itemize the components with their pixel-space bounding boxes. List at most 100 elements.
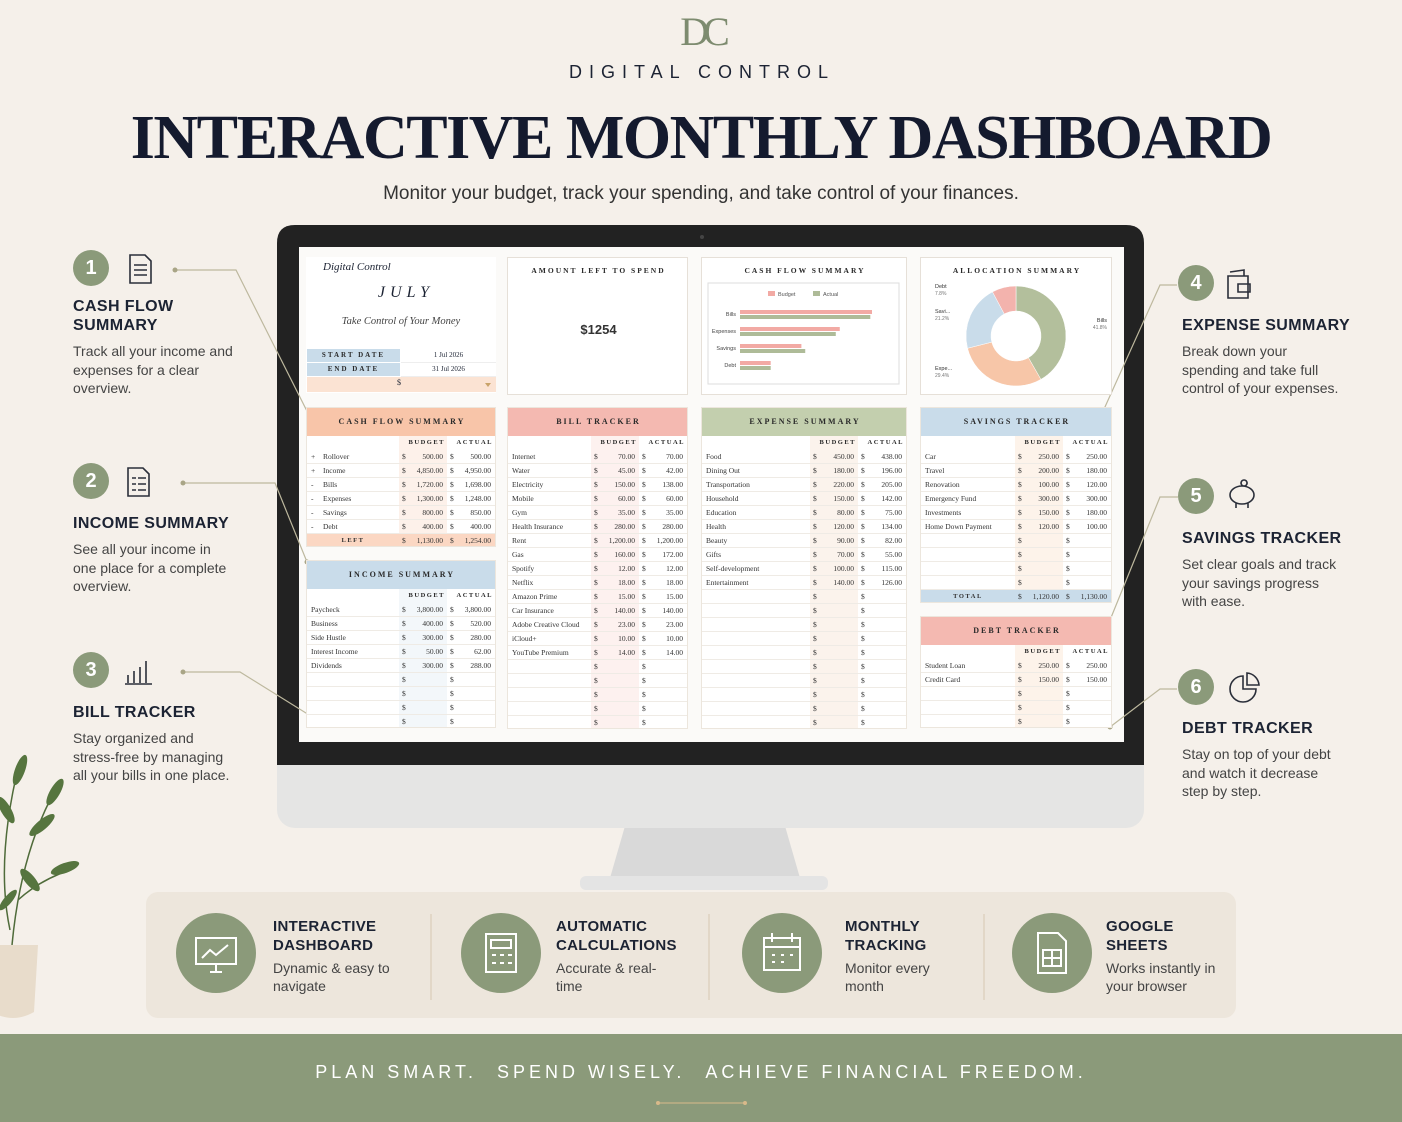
currency-sign: $ [450,619,454,628]
camera [700,235,704,239]
row-label: Food [706,452,722,461]
bar [740,344,802,348]
table-row: Health Insurance 280.00 280.00 $ $ [508,520,687,534]
currency-sign: $ [642,522,646,531]
currency-sign: $ [402,717,406,726]
connector [175,269,323,442]
tracker-panel: BILL TRACKER BUDGET ACTUAL Internet 70.00 70.… [507,407,688,729]
row-budget: 150.00 [833,494,854,503]
row-actual: 1,698.00 [464,480,491,489]
table-row: Gas 160.00 172.00 $ $ [508,548,687,562]
row-budget: 120.00 [1038,522,1059,531]
currency-sign: $ [1066,508,1070,517]
row-actual: 288.00 [470,661,491,670]
row-budget: 400.00 [422,522,443,531]
table-row: Travel 200.00 180.00 $ $ [921,464,1111,478]
currency-sign: $ [861,606,865,615]
table-row: - Debt 400.00 400.00 $ $ [307,520,495,534]
table-row: Business 400.00 520.00 $ $ [307,617,495,631]
currency-sign: $ [1018,452,1022,461]
currency-sign: $ [1018,480,1022,489]
icon-calculator [485,933,517,973]
currency-sign: $ [450,717,454,726]
row-sign: - [311,494,314,503]
currency: $ [397,378,401,387]
donut-slice [967,341,1042,387]
row-actual: 180.00 [1086,466,1107,475]
row-actual: 300.00 [1086,494,1107,503]
leaf [0,889,17,911]
currency-sign: $ [450,466,454,475]
dash-tagline: Take Control of Your Money [341,316,461,327]
row-actual: 438.00 [881,452,902,461]
tracker-panel: SAVINGS TRACKER BUDGET ACTUAL Car 250.00 250.… [920,407,1112,603]
bar [740,349,806,353]
table-row: Dividends 300.00 288.00 $ $ [307,659,495,673]
currency-sign: $ [594,606,598,615]
feature-title: EXPENSE SUMMARY [1182,317,1351,334]
currency-sign: $ [642,606,646,615]
currency-sign: $ [642,564,646,573]
currency-sign: $ [402,466,406,475]
category-label: Expenses [712,329,736,335]
row-actual: 70.00 [666,452,683,461]
row-actual: 1,254.00 [464,536,491,545]
dot [180,669,186,675]
table-row: Credit Card 150.00 150.00 $ $ [921,673,1111,687]
currency-sign: $ [1066,675,1070,684]
row-actual: 100.00 [1086,522,1107,531]
bar [740,310,872,314]
currency-sign: $ [594,578,598,587]
row-label: Internet [512,452,536,461]
currency-sign: $ [1066,550,1070,559]
category-label: Bills [726,312,736,318]
row-budget: 3,800.00 [416,605,443,614]
row-budget: 60.00 [618,494,635,503]
row-label: Credit Card [925,675,961,684]
table-row: Education 80.00 75.00 $ $ [702,506,906,520]
benefits-bar [146,892,1236,1018]
row-budget: 35.00 [618,508,635,517]
row-label: Electricity [512,480,544,489]
table-row: Transportation 220.00 205.00 $ $ [702,478,906,492]
benefit-title: AUTOMATIC CALCULATIONS [556,918,677,954]
currency-sign: $ [861,578,865,587]
connectors [175,269,1178,728]
row-label: Dining Out [706,466,740,475]
blank-row: $ $ [307,701,495,715]
currency-sign: $ [861,704,865,713]
feature-description: Track all your income and expenses for a… [73,343,233,396]
currency-sign: $ [594,634,598,643]
row-budget: 140.00 [614,606,635,615]
row-actual: 520.00 [470,619,491,628]
row-label: Expenses [323,494,352,503]
blank-row: $ $ [702,674,906,688]
table-row: Emergency Fund 300.00 300.00 $ $ [921,492,1111,506]
feature-number: 3 [73,652,109,688]
column-header: ACTUAL [867,439,904,446]
row-label: Emergency Fund [925,494,977,503]
currency-sign: $ [861,508,865,517]
icon-piggy [1229,479,1255,508]
currency-sign: $ [402,647,406,656]
panel-header: INCOME SUMMARY [307,561,495,589]
currency-sign: $ [861,662,865,671]
table-row: Health 120.00 134.00 $ $ [702,520,906,534]
currency-sign: $ [1018,689,1022,698]
currency-select[interactable]: $ [307,377,496,392]
feature-number: 1 [73,250,109,286]
end-label: END DATE [307,363,400,376]
currency-sign: $ [861,592,865,601]
currency-sign: $ [642,508,646,517]
currency-sign: $ [813,466,817,475]
currency-sign: $ [1066,703,1070,712]
currency-sign: $ [861,480,865,489]
leaf [29,814,55,836]
table-row: Home Down Payment 120.00 100.00 $ $ [921,520,1111,534]
currency-sign: $ [1018,508,1022,517]
row-budget: 100.00 [1038,480,1059,489]
benefit-description: Works instantly in your browser [1106,960,1216,994]
blank-row: $ $ [508,716,687,728]
row-budget: 10.00 [618,634,635,643]
row-budget: 70.00 [618,452,635,461]
